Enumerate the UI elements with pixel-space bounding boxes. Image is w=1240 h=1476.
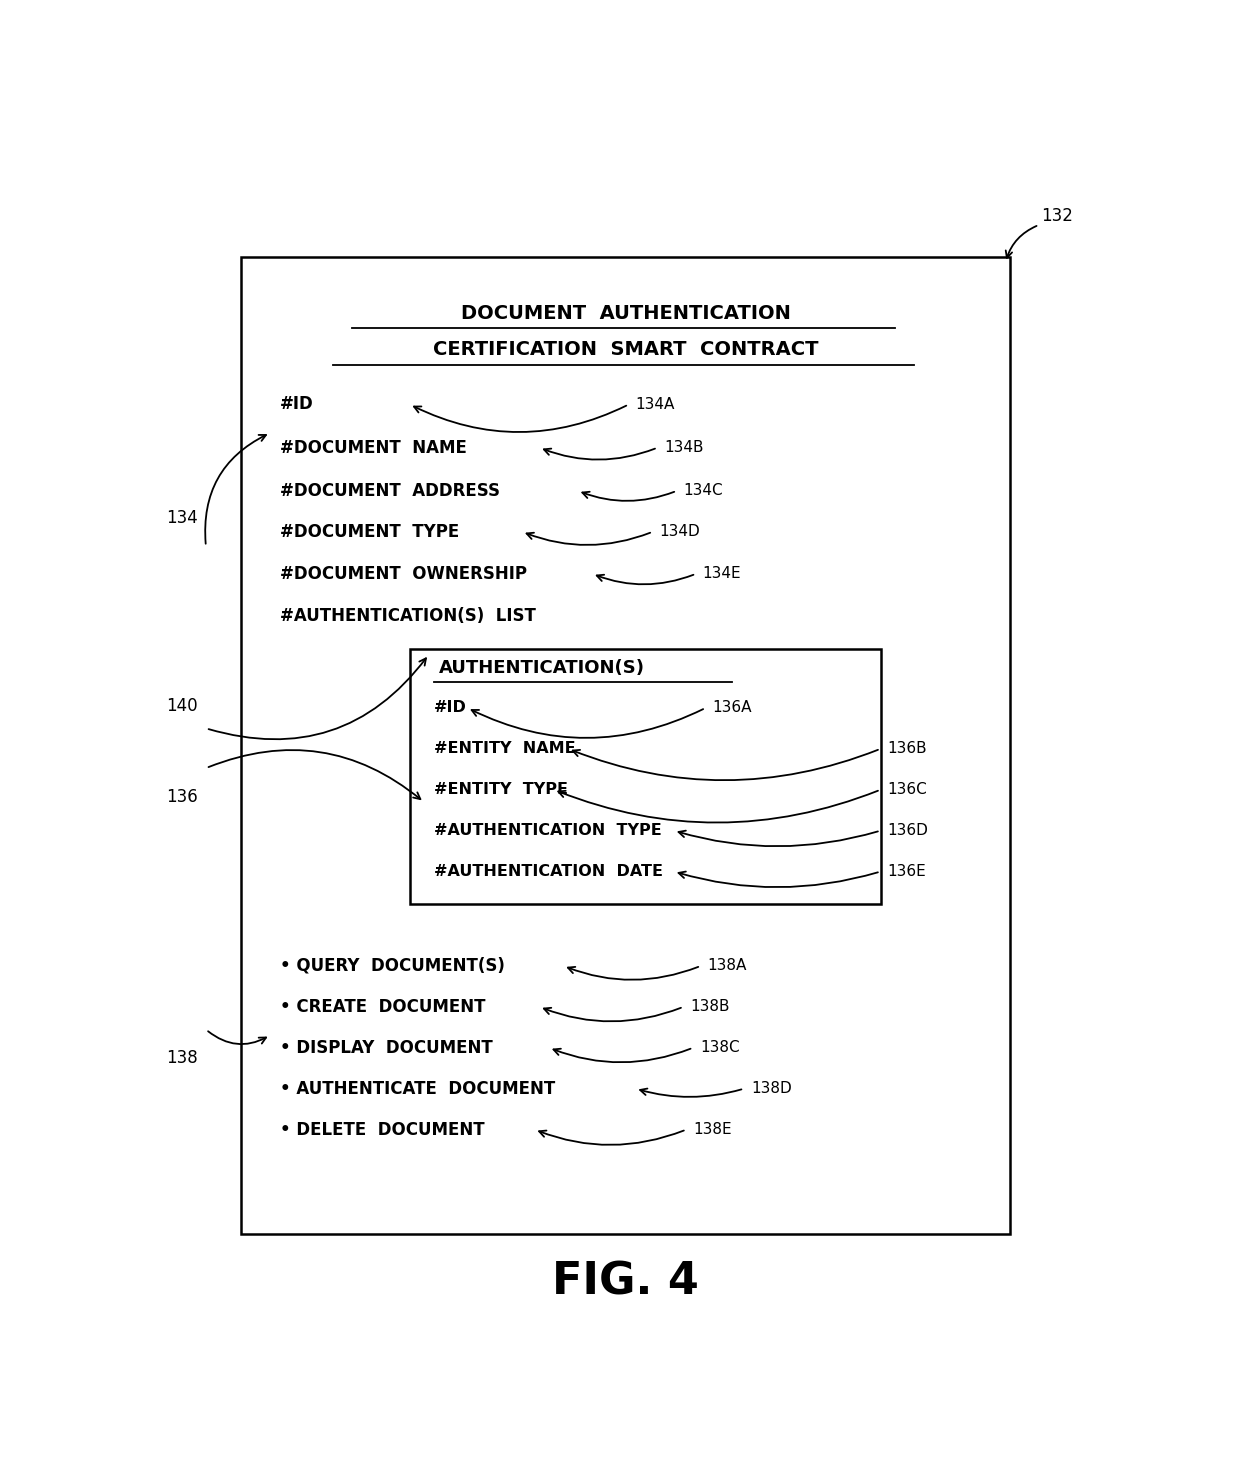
Text: • AUTHENTICATE  DOCUMENT: • AUTHENTICATE DOCUMENT bbox=[280, 1079, 556, 1098]
Text: 136C: 136C bbox=[888, 782, 928, 797]
Text: • CREATE  DOCUMENT: • CREATE DOCUMENT bbox=[280, 998, 485, 1015]
Text: 134E: 134E bbox=[703, 567, 742, 582]
Text: 136: 136 bbox=[166, 788, 198, 806]
Text: 134D: 134D bbox=[660, 524, 701, 539]
Text: #DOCUMENT  ADDRESS: #DOCUMENT ADDRESS bbox=[280, 481, 500, 500]
Text: • DISPLAY  DOCUMENT: • DISPLAY DOCUMENT bbox=[280, 1039, 492, 1057]
Text: #AUTHENTICATION  DATE: #AUTHENTICATION DATE bbox=[434, 863, 662, 880]
Text: #ENTITY  TYPE: #ENTITY TYPE bbox=[434, 782, 568, 797]
Text: FIG. 4: FIG. 4 bbox=[553, 1261, 699, 1303]
Text: #ENTITY  NAME: #ENTITY NAME bbox=[434, 741, 575, 756]
Text: 138E: 138E bbox=[693, 1122, 732, 1137]
Text: 134A: 134A bbox=[635, 397, 675, 412]
Text: 140: 140 bbox=[166, 697, 197, 714]
Text: 138D: 138D bbox=[751, 1080, 791, 1097]
Text: AUTHENTICATION(S): AUTHENTICATION(S) bbox=[439, 660, 645, 677]
Text: 134B: 134B bbox=[665, 440, 704, 455]
Text: #DOCUMENT  OWNERSHIP: #DOCUMENT OWNERSHIP bbox=[280, 565, 527, 583]
Text: 138C: 138C bbox=[699, 1041, 739, 1055]
Text: 132: 132 bbox=[1040, 207, 1073, 224]
Text: DOCUMENT  AUTHENTICATION: DOCUMENT AUTHENTICATION bbox=[461, 304, 791, 323]
Text: 138A: 138A bbox=[708, 958, 746, 973]
Text: 136A: 136A bbox=[712, 701, 751, 716]
Bar bbox=[242, 257, 1011, 1234]
Text: #ID: #ID bbox=[280, 396, 314, 413]
Text: 134C: 134C bbox=[683, 483, 723, 499]
Text: #DOCUMENT  NAME: #DOCUMENT NAME bbox=[280, 438, 466, 456]
Text: CERTIFICATION  SMART  CONTRACT: CERTIFICATION SMART CONTRACT bbox=[433, 341, 818, 359]
Text: • QUERY  DOCUMENT(S): • QUERY DOCUMENT(S) bbox=[280, 956, 505, 974]
Text: #AUTHENTICATION(S)  LIST: #AUTHENTICATION(S) LIST bbox=[280, 607, 536, 624]
Text: • DELETE  DOCUMENT: • DELETE DOCUMENT bbox=[280, 1120, 485, 1138]
Text: 138B: 138B bbox=[691, 999, 730, 1014]
Text: #DOCUMENT  TYPE: #DOCUMENT TYPE bbox=[280, 523, 459, 540]
Text: #AUTHENTICATION  TYPE: #AUTHENTICATION TYPE bbox=[434, 824, 661, 838]
Text: #ID: #ID bbox=[434, 701, 466, 716]
Text: 136B: 136B bbox=[888, 741, 928, 756]
Text: 136E: 136E bbox=[888, 863, 926, 880]
Bar bbox=[409, 649, 880, 905]
Text: 136D: 136D bbox=[888, 824, 929, 838]
Text: 134: 134 bbox=[166, 509, 198, 527]
Text: 138: 138 bbox=[166, 1049, 198, 1067]
